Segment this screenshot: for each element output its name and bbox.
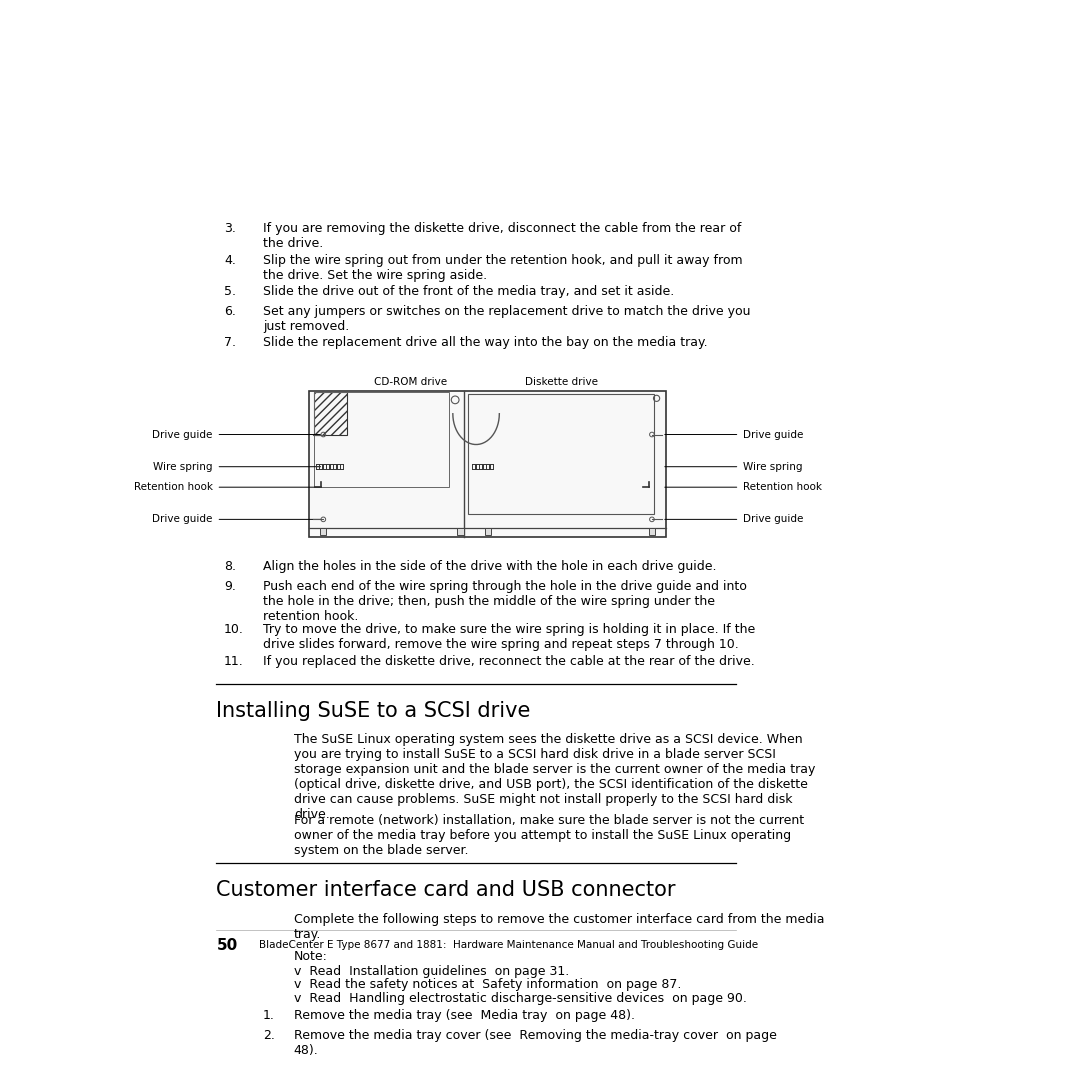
Text: Drive guide: Drive guide — [743, 430, 804, 440]
Text: Align the holes in the side of the drive with the hole in each drive guide.: Align the holes in the side of the drive… — [262, 561, 716, 573]
Text: If you replaced the diskette drive, reconnect the cable at the rear of the drive: If you replaced the diskette drive, reco… — [262, 654, 755, 667]
Text: 8.: 8. — [225, 561, 237, 573]
Text: Push each end of the wire spring through the hole in the drive guide and into
th: Push each end of the wire spring through… — [262, 580, 746, 623]
Text: 11.: 11. — [225, 654, 244, 667]
Text: 3.: 3. — [225, 222, 237, 235]
Text: 2.: 2. — [262, 1028, 274, 1041]
Text: If you are removing the diskette drive, disconnect the cable from the rear of
th: If you are removing the diskette drive, … — [262, 222, 741, 249]
Text: v  Read  Installation guidelines  on page 31.: v Read Installation guidelines on page 3… — [294, 964, 569, 977]
Text: Complete the following steps to remove the customer interface card from the medi: Complete the following steps to remove t… — [294, 913, 824, 941]
Bar — [314, 392, 347, 434]
Text: Drive guide: Drive guide — [152, 514, 213, 525]
Text: Diskette drive: Diskette drive — [525, 377, 597, 387]
Text: Set any jumpers or switches on the replacement drive to match the drive you
just: Set any jumpers or switches on the repla… — [262, 305, 751, 333]
Text: Slide the drive out of the front of the media tray, and set it aside.: Slide the drive out of the front of the … — [262, 285, 674, 298]
Text: Retention hook: Retention hook — [743, 482, 822, 492]
Text: 50: 50 — [216, 939, 238, 954]
Text: Slip the wire spring out from under the retention hook, and pull it away from
th: Slip the wire spring out from under the … — [262, 254, 743, 282]
Text: Remove the media tray cover (see  Removing the media-tray cover  on page
48).: Remove the media tray cover (see Removin… — [294, 1028, 777, 1056]
Text: Try to move the drive, to make sure the wire spring is holding it in place. If t: Try to move the drive, to make sure the … — [262, 623, 755, 651]
Bar — [458, 528, 463, 536]
Text: 5.: 5. — [225, 285, 237, 298]
Text: The SuSE Linux operating system sees the diskette drive as a SCSI device. When
y: The SuSE Linux operating system sees the… — [294, 733, 815, 821]
Text: v  Read the safety notices at  Safety information  on page 87.: v Read the safety notices at Safety info… — [294, 978, 681, 991]
Text: v  Read  Handling electrostatic discharge-sensitive devices  on page 90.: v Read Handling electrostatic discharge-… — [294, 991, 746, 1004]
Text: Note:: Note: — [294, 950, 327, 963]
Text: Retention hook: Retention hook — [134, 482, 213, 492]
Text: For a remote (network) installation, make sure the blade server is not the curre: For a remote (network) installation, mak… — [294, 813, 804, 856]
Text: Drive guide: Drive guide — [152, 430, 213, 440]
Bar — [649, 528, 656, 536]
Text: Installing SuSE to a SCSI drive: Installing SuSE to a SCSI drive — [216, 701, 530, 720]
Text: Slide the replacement drive all the way into the bay on the media tray.: Slide the replacement drive all the way … — [262, 336, 707, 349]
Text: 9.: 9. — [225, 580, 237, 593]
Bar — [321, 528, 326, 536]
Text: CD-ROM drive: CD-ROM drive — [374, 377, 447, 387]
Text: 6.: 6. — [225, 305, 237, 318]
Text: 7.: 7. — [225, 336, 237, 349]
Text: BladeCenter E Type 8677 and 1881:  Hardware Maintenance Manual and Troubleshooti: BladeCenter E Type 8677 and 1881: Hardwa… — [259, 941, 758, 950]
Bar — [314, 392, 449, 487]
Text: 4.: 4. — [225, 254, 237, 267]
Text: Drive guide: Drive guide — [743, 514, 804, 525]
Text: Remove the media tray (see  Media tray  on page 48).: Remove the media tray (see Media tray on… — [294, 1009, 635, 1022]
Text: 1.: 1. — [262, 1009, 274, 1022]
Text: Wire spring: Wire spring — [743, 462, 802, 472]
Bar — [309, 391, 666, 537]
Text: Customer interface card and USB connector: Customer interface card and USB connecto… — [216, 880, 676, 901]
Bar — [485, 528, 490, 536]
Bar — [469, 394, 654, 514]
Text: 10.: 10. — [225, 623, 244, 636]
Text: Wire spring: Wire spring — [153, 462, 213, 472]
